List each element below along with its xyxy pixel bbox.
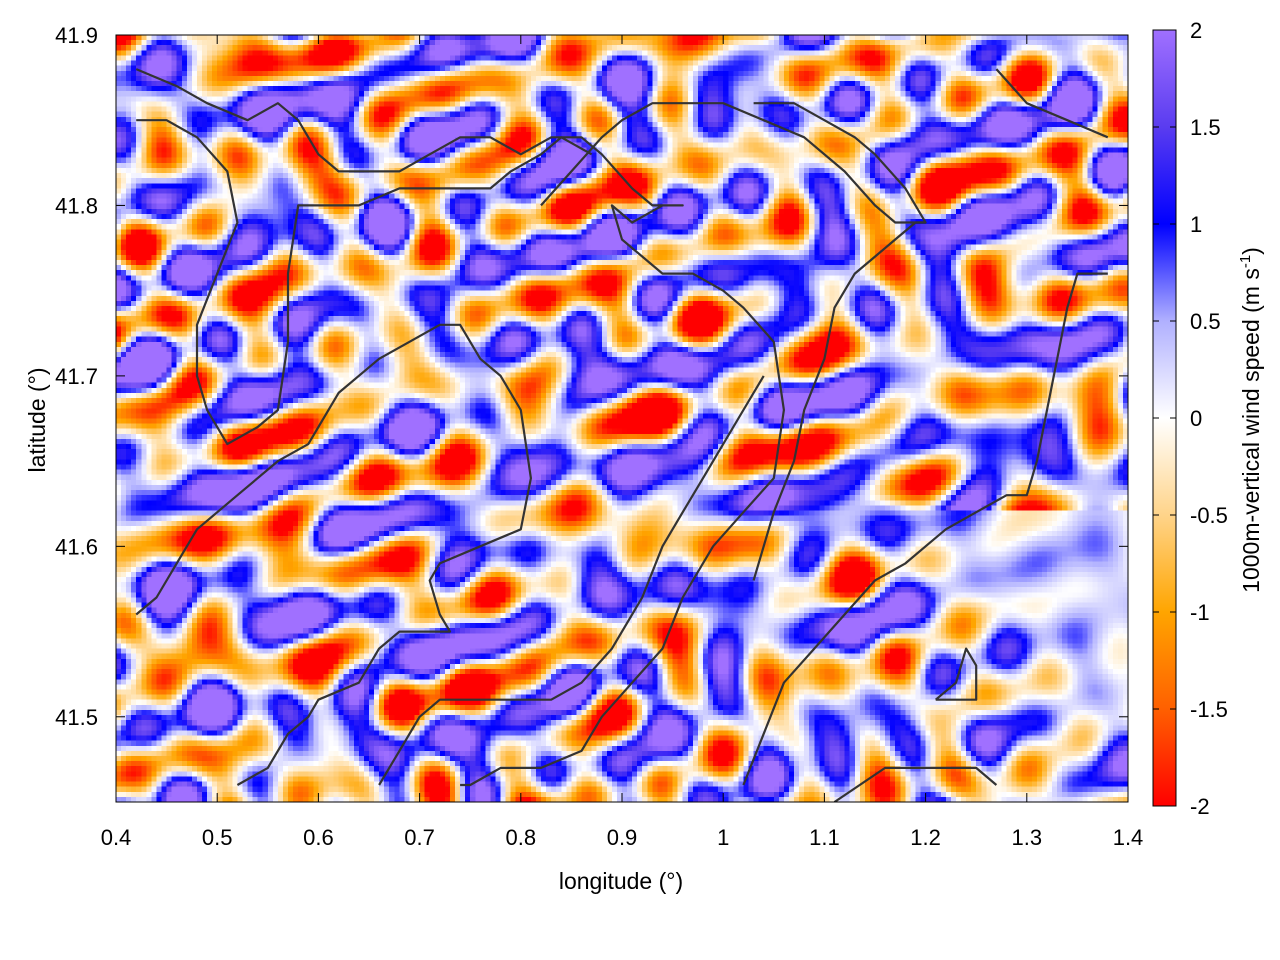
contour-lines — [135, 68, 1109, 802]
x-tick-label: 0.5 — [202, 825, 233, 850]
y-axis-label: latitude (°) — [24, 367, 50, 472]
contour-line — [752, 102, 927, 581]
colorbar-tick-label: 1 — [1190, 212, 1202, 237]
x-tick-label: 0.6 — [303, 825, 334, 850]
x-tick-label: 1.4 — [1113, 825, 1144, 850]
colorbar-tick-label: 2 — [1190, 18, 1202, 43]
y-tick-label: 41.9 — [55, 23, 98, 48]
colorbar-tick-label: -1.5 — [1190, 697, 1228, 722]
x-tick-label: 1.3 — [1012, 825, 1043, 850]
y-tick-labels: 41.5 41.6 41.7 41.8 41.9 — [55, 23, 98, 730]
contour-line — [378, 375, 765, 786]
contour-line — [934, 647, 978, 701]
contour-line — [995, 68, 1109, 139]
colorbar-tick-label: 0.5 — [1190, 309, 1221, 334]
y-tick-label: 41.7 — [55, 364, 98, 389]
y-tick-label: 41.6 — [55, 534, 98, 559]
x-tick-labels: 0.4 0.5 0.6 0.7 0.8 0.9 1 1.1 1.2 1.3 1.4 — [101, 825, 1144, 850]
contour-line — [833, 766, 998, 802]
colorbar-tick-label: -2 — [1190, 794, 1210, 819]
y-tick-label: 41.5 — [55, 705, 98, 730]
contour-line — [135, 323, 533, 786]
contour-line — [136, 119, 593, 446]
colorbar-tick-label: 1.5 — [1190, 115, 1221, 140]
x-tick-label: 0.4 — [101, 825, 132, 850]
colorbar-tick-label: 0 — [1190, 406, 1202, 431]
contour-line — [135, 68, 786, 787]
contour-line — [742, 272, 1108, 786]
x-tick-label: 1 — [717, 825, 729, 850]
x-axis-label: longitude (°) — [559, 868, 683, 894]
colorbar-tick-label: -0.5 — [1190, 503, 1228, 528]
x-tick-label: 1.2 — [910, 825, 941, 850]
colorbar-ticks — [1153, 29, 1176, 807]
colorbar-label: 1000m-vertical wind speed (m s-1) — [1237, 247, 1264, 593]
x-tick-label: 0.9 — [607, 825, 638, 850]
colorbar-tick-label: -1 — [1190, 600, 1210, 625]
x-tick-label: 1.1 — [809, 825, 840, 850]
contour-line — [540, 102, 926, 224]
y-tick-label: 41.8 — [55, 193, 98, 218]
axis-ticks — [115, 34, 1129, 802]
x-tick-label: 0.8 — [506, 825, 537, 850]
colorbar-tick-labels: -2 -1.5 -1 -0.5 0 0.5 1 1.5 2 — [1190, 18, 1228, 819]
x-tick-label: 0.7 — [404, 825, 435, 850]
